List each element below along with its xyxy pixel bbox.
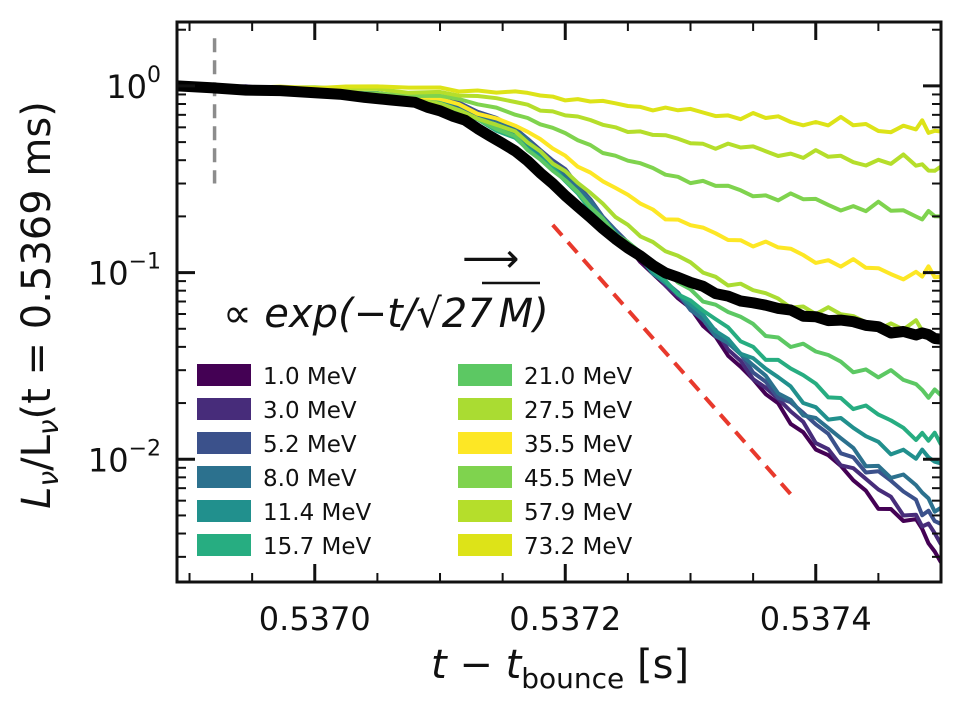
- annotation-text: ∝ exp(−t/√27 M): [223, 291, 549, 337]
- y-axis-title-sub1: ν: [32, 471, 65, 487]
- legend-swatch: [197, 466, 251, 488]
- x-axis-title-main: t − t: [431, 642, 523, 688]
- total-luminosity-line: [177, 80, 941, 345]
- x-tick-label: 0.5370: [259, 600, 371, 638]
- x-axis-title: t − tbounce [s]: [431, 642, 689, 695]
- annotation-expr: exp(−t/: [264, 291, 420, 337]
- fit-annotation: ∝ exp(−t/√27 M) ⟶: [223, 236, 549, 337]
- legend-swatch: [197, 534, 251, 556]
- legend: 1.0 MeV 3.0 MeV 5.2 MeV 8.0 MeV 11.4 MeV 15.7…: [197, 364, 633, 560]
- annotation-arrow: ⟶: [462, 236, 519, 282]
- plot-frame: [175, 20, 943, 584]
- legend-swatch: [197, 398, 251, 420]
- y-axis-title-l1: L: [14, 487, 60, 509]
- legend-swatch: [458, 398, 512, 420]
- axis-layer: 0.5370 0.5372 0.5374 100 10−1 10−2: [88, 22, 942, 638]
- series-line-45-5-mev: [177, 85, 941, 222]
- series-line-35-5-mev: [177, 83, 941, 282]
- annotation-prefix: ∝: [223, 291, 264, 337]
- y-tick-label: 100: [106, 63, 161, 106]
- y-axis-title-tail: (t = 0.5369 ms): [14, 101, 60, 419]
- legend-swatch: [458, 500, 512, 522]
- series-line-73-2-mev: [177, 82, 941, 135]
- legend-label: 8.0 MeV: [263, 466, 357, 492]
- legend-swatch: [458, 466, 512, 488]
- y-tick-label: 10−2: [88, 436, 161, 479]
- legend-swatch: [197, 432, 251, 454]
- annotation-radical: √: [416, 291, 442, 337]
- y-tick-label: 10−1: [88, 250, 161, 293]
- annotation-radicand: 27: [442, 291, 493, 337]
- x-axis-title-sub: bounce: [521, 662, 624, 695]
- annotation-suffix: M): [499, 291, 549, 337]
- legend-swatch: [458, 534, 512, 556]
- y-axis-title-mid: /L: [14, 434, 60, 470]
- series-layer: [177, 38, 941, 564]
- legend-label: 73.2 MeV: [524, 534, 633, 560]
- x-tick-label: 0.5374: [760, 600, 872, 638]
- legend-label: 11.4 MeV: [263, 500, 372, 526]
- legend-label: 27.5 MeV: [524, 398, 633, 424]
- exp-fit-line: [551, 223, 793, 496]
- legend-swatch: [197, 364, 251, 386]
- legend-label: 5.2 MeV: [263, 432, 357, 458]
- legend-swatch: [458, 364, 512, 386]
- legend-label: 21.0 MeV: [524, 364, 633, 390]
- legend-label: 15.7 MeV: [263, 534, 372, 560]
- legend-label: 57.9 MeV: [524, 500, 633, 526]
- series-line-57-9-mev: [177, 84, 941, 173]
- legend-label: 3.0 MeV: [263, 398, 357, 424]
- legend-swatch: [197, 500, 251, 522]
- legend-swatch: [458, 432, 512, 454]
- x-tick-label: 0.5372: [509, 600, 621, 638]
- x-axis-title-unit: [s]: [624, 642, 689, 688]
- y-axis-title-sub2: ν: [32, 419, 65, 435]
- legend-label: 1.0 MeV: [263, 364, 357, 390]
- legend-label: 35.5 MeV: [524, 432, 633, 458]
- y-axis-title: Lν/Lν(t = 0.5369 ms): [14, 101, 65, 509]
- legend-label: 45.5 MeV: [524, 466, 633, 492]
